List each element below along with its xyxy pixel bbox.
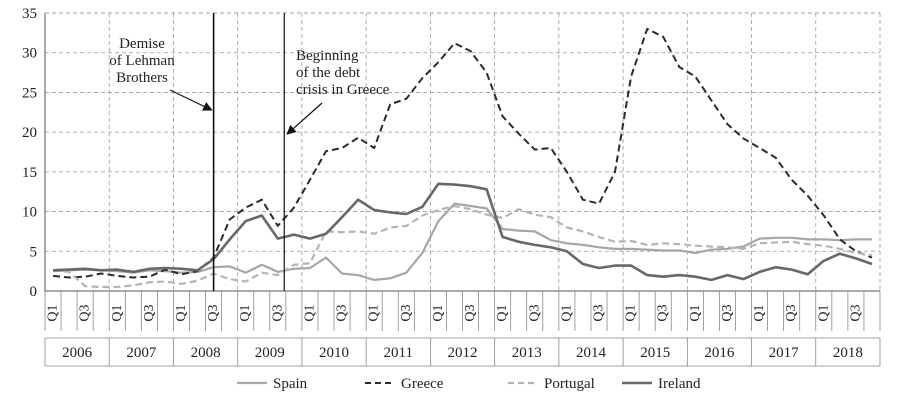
annotation-greece-line-2: crisis in Greece bbox=[296, 82, 390, 98]
x-tick-label-2011Q3: Q3 bbox=[399, 304, 414, 321]
year-label-2007: 2007 bbox=[126, 345, 157, 361]
year-label-2012: 2012 bbox=[448, 345, 478, 361]
annotation-arrow-greece bbox=[286, 102, 323, 135]
year-label-2006: 2006 bbox=[62, 345, 93, 361]
x-tick-label-2017Q1: Q1 bbox=[752, 304, 767, 321]
y-axis-tick-labels: 0 5 10 15 20 25 30 35 bbox=[22, 6, 37, 300]
x-tick-label-2016Q1: Q1 bbox=[688, 304, 703, 321]
x-tick-label-2011Q1: Q1 bbox=[367, 304, 382, 321]
annotations: Demise of Lehman Brothers Beginning of the d… bbox=[109, 13, 390, 291]
x-tick-label-2014Q1: Q1 bbox=[559, 304, 574, 321]
data-series bbox=[52, 27, 873, 289]
annotation-greece: Beginning of the debt crisis in Greece bbox=[296, 48, 390, 98]
year-label-2014: 2014 bbox=[576, 345, 607, 361]
x-tick-label-2009Q1: Q1 bbox=[238, 304, 253, 321]
x-tick-label-2010Q1: Q1 bbox=[302, 304, 317, 321]
annotation-lehman: Demise of Lehman Brothers bbox=[109, 36, 175, 86]
series-line-greece bbox=[52, 27, 873, 279]
legend-label-portugal: Portugal bbox=[544, 376, 595, 392]
x-tick-label-2015Q1: Q1 bbox=[624, 304, 639, 321]
x-tick-label-2013Q3: Q3 bbox=[527, 304, 542, 321]
year-label-2018: 2018 bbox=[833, 345, 863, 361]
y-tick-label-35: 35 bbox=[22, 6, 37, 22]
x-tick-label-2006Q3: Q3 bbox=[78, 304, 93, 321]
year-label-2011: 2011 bbox=[384, 345, 413, 361]
annotation-lehman-line-2: Brothers bbox=[116, 70, 168, 86]
x-tick-label-2018Q3: Q3 bbox=[848, 304, 863, 321]
x-tick-label-2018Q1: Q1 bbox=[816, 304, 831, 321]
y-tick-label-15: 15 bbox=[22, 165, 37, 181]
x-tick-label-2015Q3: Q3 bbox=[656, 304, 671, 321]
y-tick-label-20: 20 bbox=[22, 125, 37, 141]
y-tick-label-0: 0 bbox=[30, 284, 38, 300]
x-axis-tick-labels: Q1 Q3 Q1 Q3 Q1 Q3 Q1 Q3 Q1 Q3 Q1 Q3 Q1 Q3 Q1 Q3 Q1 Q3 Q1 Q3… bbox=[46, 304, 864, 321]
series-line-ireland bbox=[52, 182, 873, 282]
annotation-greece-line-1: of the debt bbox=[296, 65, 361, 81]
y-tick-label-5: 5 bbox=[30, 244, 38, 260]
x-tick-label-2007Q3: Q3 bbox=[142, 304, 157, 321]
year-labels: 2006 2007 2008 2009 2010 2011 2012 2013 2014 2015… bbox=[62, 345, 863, 361]
year-label-2015: 2015 bbox=[640, 345, 670, 361]
x-tick-label-2008Q3: Q3 bbox=[206, 304, 221, 321]
x-tick-label-2008Q1: Q1 bbox=[174, 304, 189, 321]
series-line-spain bbox=[52, 202, 872, 281]
x-tick-label-2009Q3: Q3 bbox=[270, 304, 285, 321]
year-label-2009: 2009 bbox=[255, 345, 285, 361]
x-tick-label-2013Q1: Q1 bbox=[495, 304, 510, 321]
legend-label-greece: Greece bbox=[401, 376, 444, 392]
series-line-portugal bbox=[52, 204, 873, 289]
x-tick-label-2014Q3: Q3 bbox=[591, 304, 606, 321]
annotation-arrow-lehman bbox=[169, 89, 213, 111]
x-tick-label-2007Q1: Q1 bbox=[110, 304, 125, 321]
x-tick-label-2017Q3: Q3 bbox=[784, 304, 799, 321]
y-tick-label-30: 30 bbox=[22, 46, 37, 62]
axes bbox=[44, 12, 881, 367]
y-tick-label-25: 25 bbox=[22, 85, 37, 101]
x-tick-label-2010Q3: Q3 bbox=[335, 304, 350, 321]
year-label-2010: 2010 bbox=[319, 345, 349, 361]
x-tick-label-2012Q3: Q3 bbox=[463, 304, 478, 321]
legend-label-ireland: Ireland bbox=[658, 376, 701, 392]
annotation-greece-line-0: Beginning bbox=[296, 48, 359, 64]
x-tick-label-2016Q3: Q3 bbox=[720, 304, 735, 321]
year-label-2016: 2016 bbox=[704, 345, 735, 361]
x-tick-label-2006Q1: Q1 bbox=[46, 304, 61, 321]
year-label-2008: 2008 bbox=[191, 345, 221, 361]
annotation-lehman-line-0: Demise bbox=[119, 36, 165, 52]
annotation-lehman-line-1: of Lehman bbox=[109, 53, 175, 69]
legend-label-spain: Spain bbox=[273, 376, 308, 392]
year-label-2017: 2017 bbox=[769, 345, 800, 361]
legend: Spain Greece Portugal Ireland bbox=[237, 376, 701, 392]
x-tick-label-2012Q1: Q1 bbox=[431, 304, 446, 321]
year-label-2013: 2013 bbox=[512, 345, 542, 361]
y-tick-label-10: 10 bbox=[22, 205, 37, 221]
